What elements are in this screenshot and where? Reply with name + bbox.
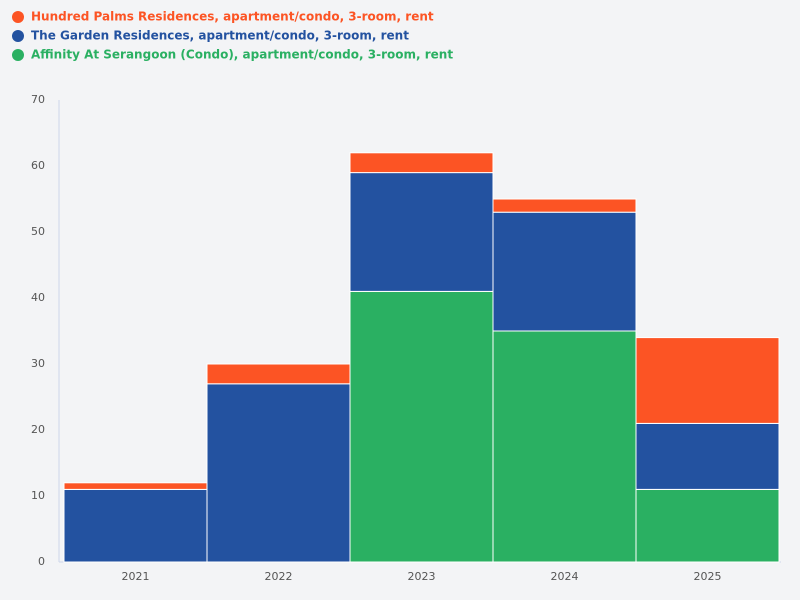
bar-segment [492,211,637,332]
y-tick-label: 30 [31,357,45,370]
legend-marker [12,11,24,23]
legend-marker [12,49,24,61]
x-tick-label: 2024 [551,570,579,583]
y-tick-label: 70 [31,93,45,106]
x-tick-label: 2025 [694,570,722,583]
bar-segment [492,330,637,563]
y-tick-label: 20 [31,423,45,436]
y-tick-label: 10 [31,489,45,502]
bar-segment [206,363,351,385]
y-tick-label: 60 [31,159,45,172]
legend-text: Hundred Palms Residences, apartment/cond… [31,10,434,24]
bar-segment [635,337,780,424]
bar-segment [492,198,637,213]
bar-segment [635,422,780,490]
bar-segment [63,482,208,490]
x-tick-label: 2022 [265,570,293,583]
legend-text: Affinity At Serangoon (Condo), apartment… [31,48,453,62]
bar-segment [635,488,780,563]
y-tick-label: 40 [31,291,45,304]
legend-text: The Garden Residences, apartment/condo, … [31,29,409,43]
bar-segment [349,290,494,563]
x-tick-label: 2021 [122,570,150,583]
y-tick-label: 0 [38,555,45,568]
y-tick-label: 50 [31,225,45,238]
bar-segment [349,152,494,174]
bar-segment [349,172,494,292]
bar-segment [63,488,208,563]
bar-segment [206,383,351,563]
x-tick-label: 2023 [408,570,436,583]
legend-marker [12,30,24,42]
